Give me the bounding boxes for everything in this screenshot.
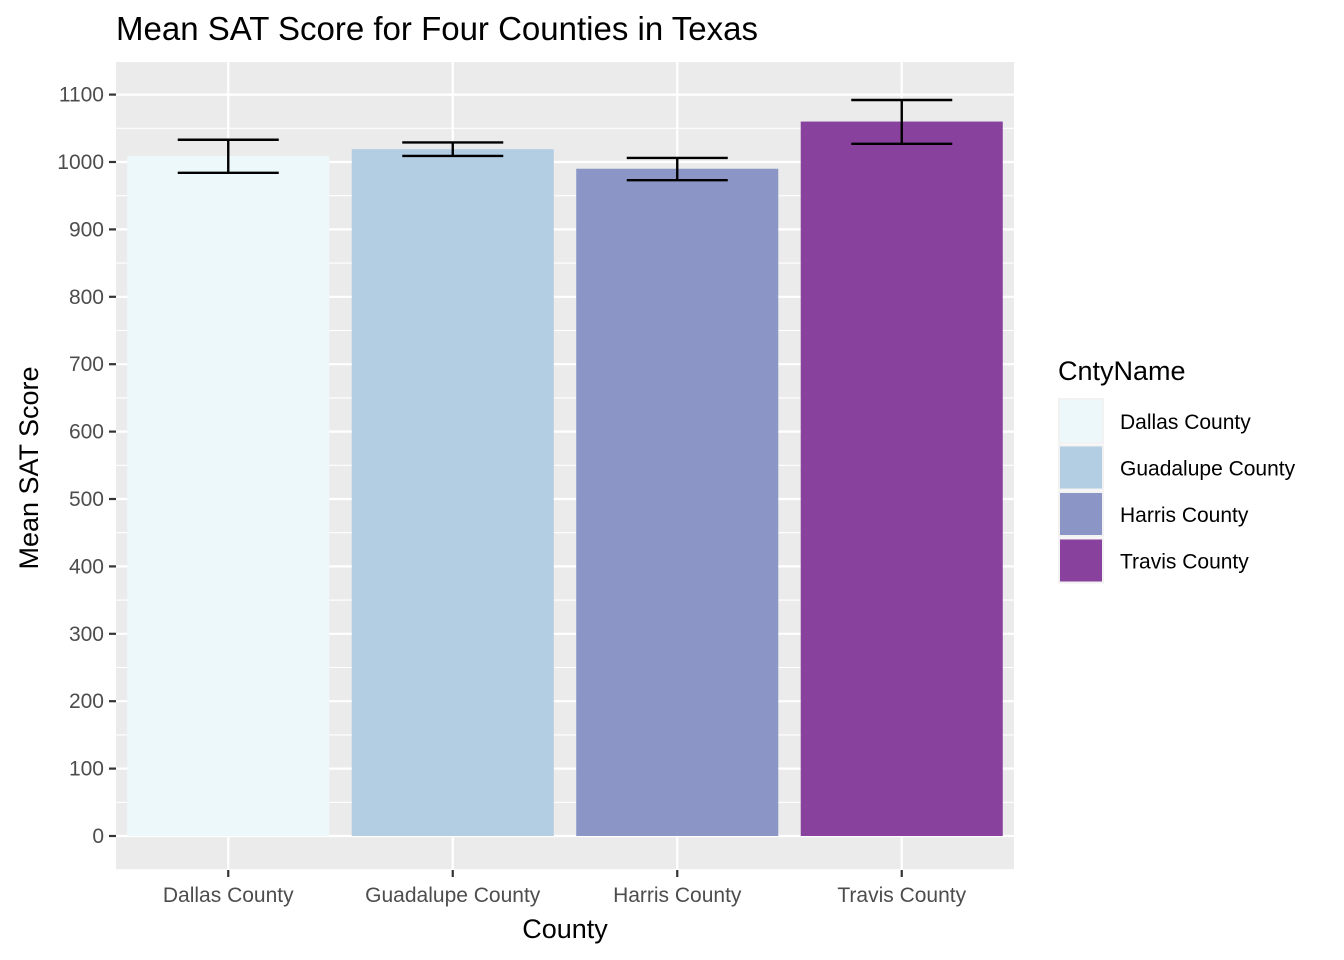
- bar-guadalupe-county: [351, 149, 554, 837]
- y-tick-label: 100: [69, 758, 104, 781]
- bars: [127, 121, 1003, 837]
- x-axis-title: County: [522, 914, 608, 944]
- x-axis: Dallas County Guadalupe County Harris Coun…: [163, 870, 967, 907]
- error-bar-travis-county: [851, 98, 953, 146]
- legend-label: Harris County: [1120, 504, 1249, 527]
- y-axis: 0 100 200 300 400 500 600 700 800 900 1000 1100: [57, 84, 116, 848]
- legend-label: Guadalupe County: [1120, 458, 1296, 481]
- y-tick-label: 200: [69, 690, 104, 713]
- legend-title: CntyName: [1058, 356, 1186, 386]
- y-tick-label: 900: [69, 218, 104, 241]
- y-tick-label: 500: [69, 488, 104, 511]
- x-tick-label: Harris County: [613, 884, 742, 907]
- legend-label: Dallas County: [1120, 411, 1251, 434]
- legend-key-swatch: [1060, 446, 1102, 489]
- y-tick-label: 600: [69, 421, 104, 444]
- chart-title: Mean SAT Score for Four Counties in Texa…: [116, 10, 758, 47]
- error-bar-harris-county: [626, 156, 728, 182]
- error-bars: [177, 98, 953, 182]
- y-tick-label: 400: [69, 555, 104, 578]
- legend-key-swatch: [1060, 400, 1102, 442]
- y-tick-label: 700: [69, 353, 104, 376]
- y-tick-label: 0: [92, 825, 104, 848]
- bar-travis-county: [800, 121, 1003, 836]
- legend-key-swatch: [1060, 493, 1102, 535]
- x-tick-label: Travis County: [837, 884, 966, 907]
- error-bar-dallas-county: [177, 138, 279, 174]
- legend-item: Harris County: [1058, 491, 1249, 537]
- legend-item: Travis County: [1058, 537, 1249, 584]
- bar-harris-county: [576, 168, 779, 837]
- y-tick-label: 1000: [57, 151, 104, 174]
- x-tick-label: Dallas County: [163, 884, 294, 907]
- y-tick-label: 300: [69, 623, 104, 646]
- legend-item: Dallas County: [1058, 398, 1251, 444]
- bar-dallas-county: [127, 155, 330, 836]
- y-axis-title: Mean SAT Score: [14, 366, 44, 569]
- legend-key-swatch: [1060, 539, 1102, 582]
- x-tick-label: Guadalupe County: [365, 884, 541, 907]
- legend: CntyName Dallas County Guadalupe County Ha…: [1058, 356, 1296, 584]
- legend-item: Guadalupe County: [1058, 444, 1296, 491]
- error-bar-guadalupe-county: [402, 141, 504, 158]
- y-tick-label: 800: [69, 286, 104, 309]
- legend-label: Travis County: [1120, 551, 1249, 574]
- y-tick-label: 1100: [59, 84, 104, 107]
